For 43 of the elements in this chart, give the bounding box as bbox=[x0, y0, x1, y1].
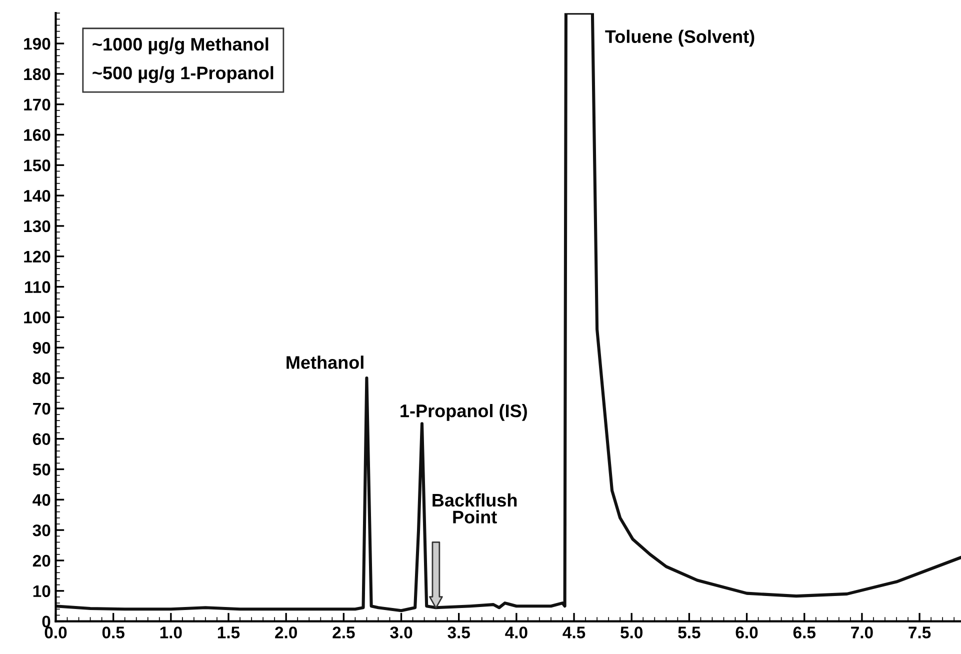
y-tick-label: 90 bbox=[32, 342, 50, 354]
x-tick-label: 1.0 bbox=[160, 626, 182, 638]
annotation: ~1000 µg/g Methanol bbox=[92, 37, 268, 54]
y-tick-label: 70 bbox=[33, 402, 50, 415]
x-tick-label: 2.5 bbox=[332, 626, 355, 638]
y-tick-label: 100 bbox=[24, 312, 50, 324]
y-tick-label: 10 bbox=[33, 585, 50, 598]
x-tick-label: 6.5 bbox=[793, 626, 816, 638]
y-tick-label: 170 bbox=[24, 98, 50, 111]
y-tick-label: 160 bbox=[24, 129, 50, 141]
y-tick-label: 110 bbox=[25, 281, 50, 293]
x-tick-label: 7.5 bbox=[908, 626, 931, 638]
x-tick-label: 6.0 bbox=[736, 626, 758, 638]
y-tick-label: 140 bbox=[24, 190, 50, 202]
y-tick-label: 20 bbox=[32, 554, 50, 567]
y-tick-label: 150 bbox=[24, 160, 50, 172]
annotation: Toluene (Solvent) bbox=[605, 30, 754, 47]
y-tick-label: 40 bbox=[32, 494, 50, 506]
y-tick-label: 80 bbox=[32, 372, 50, 384]
y-tick-label: 30 bbox=[32, 524, 50, 536]
x-tick-label: 2.0 bbox=[275, 626, 297, 638]
x-tick-label: 4.5 bbox=[562, 626, 586, 638]
y-tick-label: 0 bbox=[42, 616, 50, 628]
x-tick-label: 7.0 bbox=[851, 626, 873, 638]
annotation: 1-Propanol (IS) bbox=[400, 404, 527, 421]
y-tick-label: 120 bbox=[24, 250, 50, 263]
annotation: Methanol bbox=[286, 356, 364, 369]
x-tick-label: 4.0 bbox=[505, 626, 528, 638]
x-tick-label: 3.0 bbox=[390, 626, 412, 638]
x-tick-label: 1.5 bbox=[218, 626, 240, 638]
y-tick-label: 50 bbox=[32, 464, 50, 476]
x-tick-label: 0.0 bbox=[44, 626, 67, 638]
x-tick-label: 5.0 bbox=[620, 626, 643, 638]
x-tick-label: 5.5 bbox=[678, 626, 700, 638]
y-tick-label: 60 bbox=[32, 433, 50, 446]
x-tick-label: 3.5 bbox=[448, 626, 470, 638]
y-tick-label: 190 bbox=[24, 38, 50, 50]
y-tick-label: 130 bbox=[24, 220, 50, 232]
annotation: ~500 µg/g 1-Propanol bbox=[92, 66, 274, 84]
x-tick-label: 0.5 bbox=[102, 626, 124, 638]
annotation: Backflush Point bbox=[432, 493, 517, 524]
line-series bbox=[56, 13, 961, 612]
y-tick-label: 180 bbox=[24, 68, 50, 80]
